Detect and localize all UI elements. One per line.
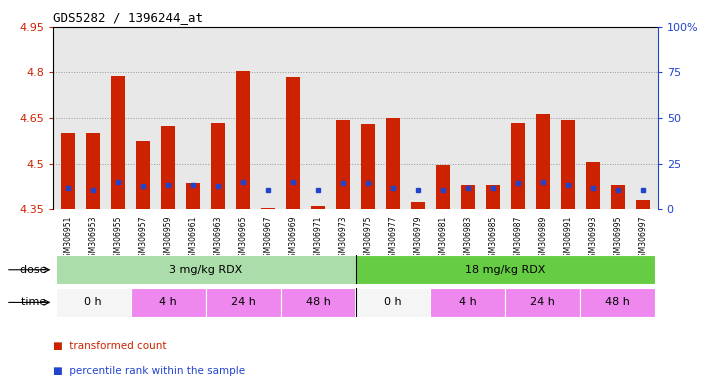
Bar xyxy=(287,77,300,209)
Bar xyxy=(586,162,599,209)
Bar xyxy=(87,133,100,209)
Bar xyxy=(336,119,350,209)
Bar xyxy=(561,119,574,209)
Bar xyxy=(311,206,325,209)
Bar xyxy=(137,141,150,209)
Text: time: time xyxy=(21,297,50,308)
Bar xyxy=(511,122,525,209)
Text: 4 h: 4 h xyxy=(159,297,177,308)
Bar xyxy=(131,288,205,317)
Bar xyxy=(236,71,250,209)
Bar xyxy=(205,288,281,317)
Bar xyxy=(436,165,450,209)
Bar xyxy=(506,288,580,317)
Text: 18 mg/kg RDX: 18 mg/kg RDX xyxy=(465,265,545,275)
Text: 24 h: 24 h xyxy=(230,297,255,308)
Text: ■  transformed count: ■ transformed count xyxy=(53,341,167,351)
Text: GDS5282 / 1396244_at: GDS5282 / 1396244_at xyxy=(53,11,203,24)
Bar xyxy=(580,288,655,317)
Bar xyxy=(361,124,375,209)
Bar xyxy=(356,288,430,317)
Text: dose: dose xyxy=(20,265,50,275)
Bar xyxy=(61,133,75,209)
Text: 0 h: 0 h xyxy=(85,297,102,308)
Bar xyxy=(611,185,624,209)
Text: 24 h: 24 h xyxy=(530,297,555,308)
Text: 3 mg/kg RDX: 3 mg/kg RDX xyxy=(169,265,242,275)
Bar xyxy=(112,76,125,209)
Bar xyxy=(356,255,655,284)
Bar xyxy=(536,114,550,209)
Text: 4 h: 4 h xyxy=(459,297,477,308)
Bar xyxy=(636,200,650,209)
Bar xyxy=(261,208,275,209)
Bar xyxy=(211,122,225,209)
Bar xyxy=(161,126,175,209)
Bar xyxy=(56,288,131,317)
Bar xyxy=(411,202,424,209)
Bar xyxy=(56,255,356,284)
Text: 0 h: 0 h xyxy=(384,297,402,308)
Bar xyxy=(386,118,400,209)
Text: 48 h: 48 h xyxy=(605,297,630,308)
Text: 48 h: 48 h xyxy=(306,297,331,308)
Bar xyxy=(186,184,200,209)
Bar xyxy=(281,288,356,317)
Bar xyxy=(430,288,506,317)
Bar xyxy=(486,185,500,209)
Bar xyxy=(461,185,475,209)
Text: ■  percentile rank within the sample: ■ percentile rank within the sample xyxy=(53,366,245,376)
